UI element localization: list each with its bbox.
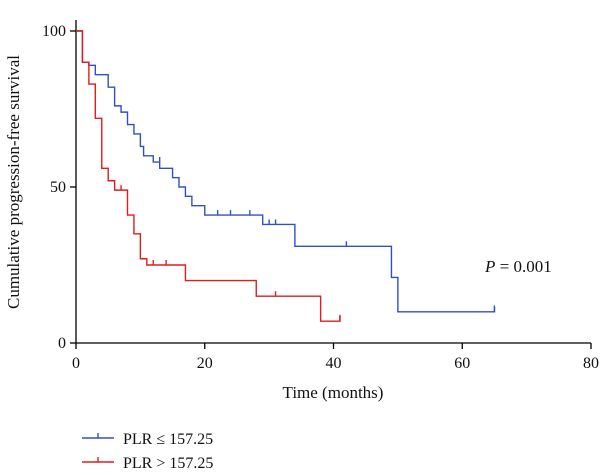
x-tick-label: 20	[197, 355, 213, 372]
p-value-italic: P	[484, 257, 495, 276]
x-ticks: 0 20 40 60 80	[72, 343, 599, 372]
y-tick-label: 0	[58, 335, 66, 352]
x-axis-title: Time (months)	[283, 383, 384, 402]
y-axis-title: Cumulative progression-free survival	[4, 55, 23, 309]
x-tick-label: 60	[454, 355, 470, 372]
axes	[75, 20, 591, 344]
x-tick-label: 80	[583, 355, 599, 372]
series-layer	[76, 30, 496, 322]
series-2	[76, 30, 341, 322]
legend: PLR ≤ 157.25 PLR > 157.25	[82, 431, 213, 472]
series-1	[76, 30, 496, 313]
y-tick-label: 100	[42, 23, 66, 40]
series-line	[76, 30, 341, 322]
x-tick-label: 0	[72, 355, 80, 372]
legend-item: PLR > 157.25	[82, 455, 213, 472]
legend-label: PLR > 157.25	[123, 455, 213, 472]
legend-item: PLR ≤ 157.25	[82, 431, 213, 448]
x-tick-label: 40	[326, 355, 342, 372]
p-value-annotation: P = 0.001	[484, 257, 552, 276]
y-tick-label: 50	[50, 179, 66, 196]
p-value-rest: = 0.001	[495, 257, 551, 276]
series-line	[76, 30, 496, 313]
y-ticks: 0 50 100	[42, 23, 76, 352]
legend-label: PLR ≤ 157.25	[123, 431, 213, 448]
